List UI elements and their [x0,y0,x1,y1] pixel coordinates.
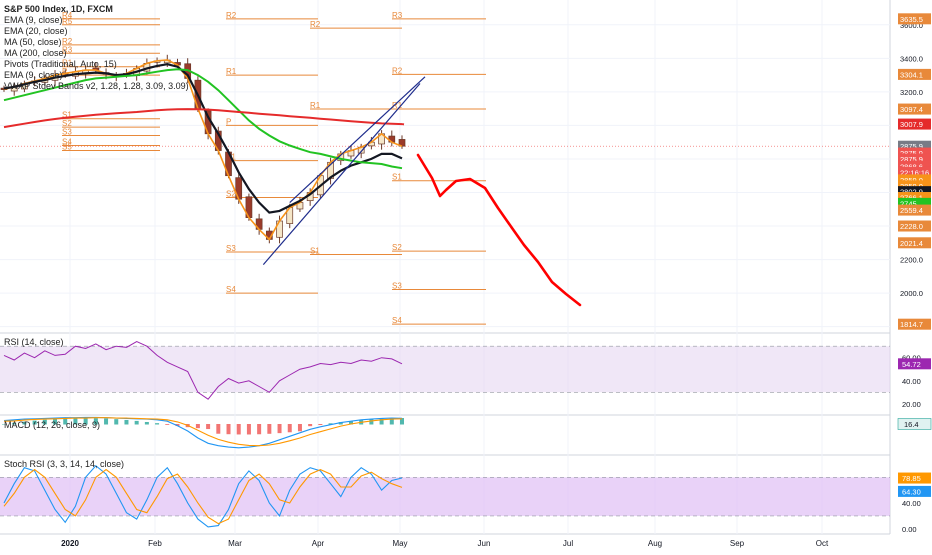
pivot-label: S4 [392,316,402,325]
macd-histogram-bar [247,424,251,434]
rsi-tick-label: 20.00 [902,400,921,409]
legend-ema9-2[interactable]: EMA (9, close) [4,70,189,81]
macd-histogram-bar [165,424,169,425]
rsi-tick-label: 40.00 [902,377,921,386]
price-label-text: 2021.4 [900,239,923,248]
time-tick-label: Jun [478,539,491,548]
price-tick-label: 2200.0 [900,256,923,265]
macd-histogram-bar [237,424,241,434]
price-label-text: 3304.1 [900,70,923,79]
macd-histogram-bar [308,424,312,426]
time-tick-label: Oct [816,539,829,548]
pivot-label: R2 [226,11,237,20]
price-tick-label: 3400.0 [900,54,923,63]
pivot-label: R1 [226,67,237,76]
price-label-text: 3635.5 [900,15,923,24]
stoch-k-label: 78.85 [902,474,921,483]
symbol-title[interactable]: S&P 500 Index, 1D, FXCM [4,4,189,15]
macd-histogram-bar [369,419,373,424]
indicator-bands [0,346,890,516]
macd-histogram-bar [114,419,118,424]
stoch-band [0,477,890,516]
pivot-label: R3 [392,11,403,20]
macd-pane-title[interactable]: MACD (12, 26, close, 9) [4,420,100,430]
price-tick-label: 2000.0 [900,289,923,298]
rsi-band [0,346,890,392]
time-tick-label: Feb [148,539,162,548]
macd-histogram-bar [124,420,128,425]
pivot-label: R1 [310,101,321,110]
macd-histogram-bar [104,419,108,425]
macd-histogram-bar [278,424,282,433]
macd-histogram-bar [267,424,271,434]
pivot-label: R2 [392,66,403,75]
pivot-label: S3 [226,244,236,253]
pivot-label: S3 [62,127,72,136]
stoch-pane-title[interactable]: Stoch RSI (3, 3, 14, 14, close) [4,459,124,469]
macd-histogram-bar [318,424,322,425]
time-tick-label: Apr [312,539,325,548]
pivot-label: R2 [310,20,321,29]
time-tick-label: 2020 [61,539,79,548]
macd-histogram-bar [145,422,149,425]
pivot-label: S1 [392,173,402,182]
macd-histogram-bar [227,424,231,434]
macd-histogram-bar [135,421,139,425]
macd-last-label: 16.4 [904,420,919,429]
price-label-text: 3097.4 [900,105,923,114]
pivot-label: S1 [310,247,320,256]
macd-histogram-bar [216,424,220,434]
stoch-d-label: 64.30 [902,487,921,496]
macd-histogram-bar [298,424,302,431]
macd-histogram-bar [257,424,261,434]
legend-vwap[interactable]: VWAP Stdev Bands v2, 1.28, 1.28, 3.09, 3… [4,81,189,92]
price-label-text: 1814.7 [900,320,923,329]
legend-ma50[interactable]: MA (50, close) [4,37,189,48]
macd-histogram-bar [288,424,292,432]
time-axis: 2020 Feb Mar Apr May Jun Jul Aug Sep Oct [61,539,829,548]
price-axis: 3600.03400.03200.03000.02800.02600.02400… [898,13,931,533]
macd-histogram-bar [155,423,159,424]
forecast-path [418,155,580,305]
legend-pivots[interactable]: Pivots (Traditional, Auto, 15) [4,59,189,70]
pivot-label: S5 [62,143,72,152]
price-label-text: 3007.9 [900,120,923,129]
time-tick-label: Jul [563,539,573,548]
pivot-label: S3 [392,282,402,291]
legend-ema9[interactable]: EMA (9, close) [4,15,189,26]
time-tick-label: Sep [730,539,745,548]
price-label-text: 2228.0 [900,222,923,231]
pivot-label: P [226,117,231,126]
price-tick-label: 3200.0 [900,88,923,97]
stoch-tick-label: 0.00 [902,525,917,534]
macd-histogram-bar [206,424,210,429]
pivot-label: S4 [226,285,236,294]
time-tick-label: Aug [648,539,662,548]
rsi-last-label: 54.72 [902,360,921,369]
macd-histogram-bar [196,424,200,428]
time-tick-label: Mar [228,539,242,548]
legend-ema20[interactable]: EMA (20, close) [4,26,189,37]
time-tick-label: May [392,539,407,548]
rsi-pane-title[interactable]: RSI (14, close) [4,337,64,347]
legend-ma200[interactable]: MA (200, close) [4,48,189,59]
stoch-tick-label: 40.00 [902,499,921,508]
chart-legend: S&P 500 Index, 1D, FXCM EMA (9, close) E… [4,4,189,92]
pivot-label: S2 [392,243,402,252]
price-label-text: 2559.4 [900,206,923,215]
